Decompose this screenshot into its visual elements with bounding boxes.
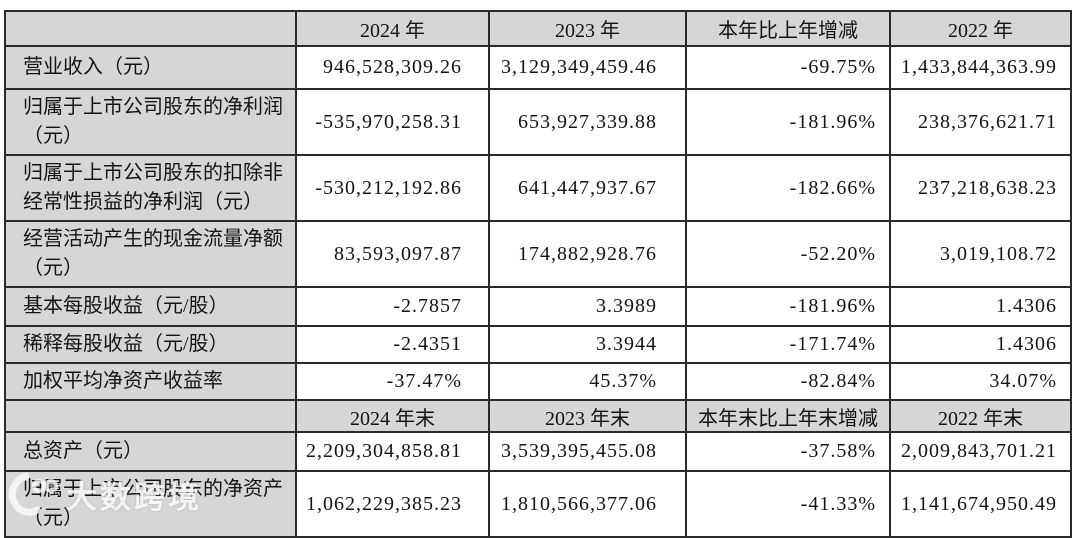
financial-summary: 2024 年 2023 年 本年比上年增减 2022 年 营业收入（元） 946…	[4, 10, 1072, 538]
value-2024: -2.7857	[295, 286, 490, 327]
value-2023: 1,810,566,377.06	[488, 470, 687, 538]
row-total-assets: 总资产（元） 2,209,304,858.81 3,539,395,455.08…	[4, 431, 1072, 472]
value-2022: 1,433,844,363.99	[889, 45, 1072, 90]
row-net-profit: 归属于上市公司股东的净利润 （元） -535,970,258.31 653,92…	[4, 88, 1072, 156]
row-label: 归属于上市公司股东的净利润 （元）	[4, 88, 297, 156]
row-revenue: 营业收入（元） 946,528,309.26 3,129,349,459.46 …	[4, 45, 1072, 90]
value-2022: 2,009,843,701.21	[889, 431, 1072, 472]
value-2024: -530,212,192.86	[295, 154, 490, 222]
value-change: -41.33%	[685, 470, 891, 538]
value-2022: 238,376,621.71	[889, 88, 1072, 156]
header-2022-eoy: 2022 年末	[889, 399, 1072, 433]
value-change: -181.96%	[685, 286, 891, 327]
value-2022: 34.07%	[889, 362, 1072, 401]
header-2022: 2022 年	[889, 10, 1072, 47]
header-blank-cell	[4, 399, 297, 433]
row-label: 营业收入（元）	[4, 45, 297, 90]
value-2022: 1.4306	[889, 325, 1072, 364]
header-2024-eoy: 2024 年末	[295, 399, 490, 433]
row-label: 经营活动产生的现金流量净额 （元）	[4, 220, 297, 288]
value-2023: 3,539,395,455.08	[488, 431, 687, 472]
value-2024: 946,528,309.26	[295, 45, 490, 90]
value-2024: -535,970,258.31	[295, 88, 490, 156]
financial-summary-table: 2024 年 2023 年 本年比上年增减 2022 年 营业收入（元） 946…	[4, 10, 1072, 538]
value-2023: 45.37%	[488, 362, 687, 401]
row-label: 稀释每股收益（元/股）	[4, 325, 297, 364]
row-net-assets: 归属于上市公司股东的净资产 （元） 1,062,229,385.23 1,810…	[4, 470, 1072, 538]
row-operating-cash-flow: 经营活动产生的现金流量净额 （元） 83,593,097.87 174,882,…	[4, 220, 1072, 288]
value-change: -82.84%	[685, 362, 891, 401]
value-change: -69.75%	[685, 45, 891, 90]
eoy-header-row: 2024 年末 2023 年末 本年末比上年末增减 2022 年末	[4, 399, 1072, 433]
value-2024: -37.47%	[295, 362, 490, 401]
value-2023: 174,882,928.76	[488, 220, 687, 288]
value-2024: -2.4351	[295, 325, 490, 364]
value-2023: 3,129,349,459.46	[488, 45, 687, 90]
annual-header-row: 2024 年 2023 年 本年比上年增减 2022 年	[4, 10, 1072, 47]
value-2022: 237,218,638.23	[889, 154, 1072, 222]
header-eoy-change: 本年末比上年末增减	[685, 399, 891, 433]
value-2022: 1.4306	[889, 286, 1072, 327]
value-change: -37.58%	[685, 431, 891, 472]
row-weighted-avg-roe: 加权平均净资产收益率 -37.47% 45.37% -82.84% 34.07%	[4, 362, 1072, 401]
value-2022: 3,019,108.72	[889, 220, 1072, 288]
header-2024: 2024 年	[295, 10, 490, 47]
row-label: 归属于上市公司股东的扣除非 经常性损益的净利润（元）	[4, 154, 297, 222]
value-2023: 3.3944	[488, 325, 687, 364]
row-deducted-net-profit: 归属于上市公司股东的扣除非 经常性损益的净利润（元） -530,212,192.…	[4, 154, 1072, 222]
row-label: 总资产（元）	[4, 431, 297, 472]
value-change: -181.96%	[685, 88, 891, 156]
value-2023: 641,447,937.67	[488, 154, 687, 222]
value-change: -182.66%	[685, 154, 891, 222]
row-label: 基本每股收益（元/股）	[4, 286, 297, 327]
value-2023: 653,927,339.88	[488, 88, 687, 156]
header-2023: 2023 年	[488, 10, 687, 47]
value-2023: 3.3989	[488, 286, 687, 327]
value-change: -171.74%	[685, 325, 891, 364]
value-change: -52.20%	[685, 220, 891, 288]
row-diluted-eps: 稀释每股收益（元/股） -2.4351 3.3944 -171.74% 1.43…	[4, 325, 1072, 364]
header-2023-eoy: 2023 年末	[488, 399, 687, 433]
value-2024: 83,593,097.87	[295, 220, 490, 288]
row-basic-eps: 基本每股收益（元/股） -2.7857 3.3989 -181.96% 1.43…	[4, 286, 1072, 327]
value-2024: 1,062,229,385.23	[295, 470, 490, 538]
row-label: 归属于上市公司股东的净资产 （元）	[4, 470, 297, 538]
value-2022: 1,141,674,950.49	[889, 470, 1072, 538]
row-label: 加权平均净资产收益率	[4, 362, 297, 401]
header-yoy-change: 本年比上年增减	[685, 10, 891, 47]
header-blank-cell	[4, 10, 297, 47]
value-2024: 2,209,304,858.81	[295, 431, 490, 472]
